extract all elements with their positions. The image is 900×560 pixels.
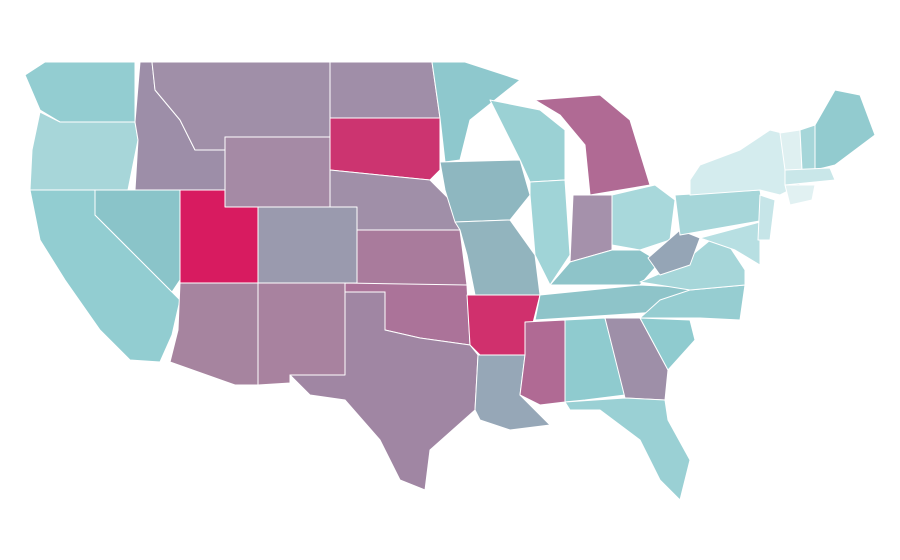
state <box>257 282 346 386</box>
state <box>647 229 701 276</box>
state <box>814 89 876 171</box>
state <box>169 282 259 386</box>
state <box>257 206 358 284</box>
state <box>29 111 139 191</box>
state <box>519 319 566 406</box>
state <box>784 184 816 206</box>
state <box>224 136 331 208</box>
state <box>799 124 816 171</box>
state <box>639 317 696 371</box>
state <box>454 219 541 296</box>
state <box>564 397 691 501</box>
state <box>431 61 521 163</box>
state <box>329 117 441 181</box>
state <box>757 194 776 241</box>
state <box>604 317 669 401</box>
state <box>329 61 441 119</box>
state <box>611 184 676 251</box>
state <box>784 167 836 186</box>
state <box>439 159 531 223</box>
state <box>289 291 479 491</box>
state <box>356 229 468 286</box>
state <box>699 221 761 266</box>
state <box>534 94 651 196</box>
